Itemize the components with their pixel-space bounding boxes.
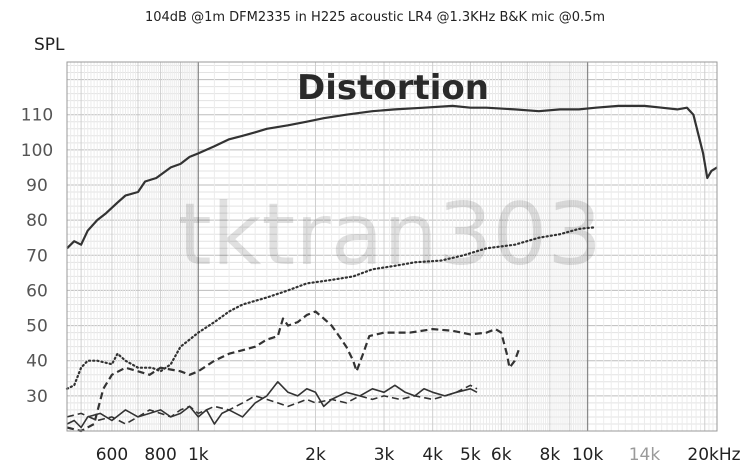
series-line-2	[65, 226, 597, 390]
series-line-1	[66, 104, 718, 250]
x-tick-label: 800	[144, 445, 176, 465]
x-tick-label: 3k	[374, 445, 395, 465]
y-tick-label: 70	[26, 246, 48, 266]
y-tick-label: 110	[21, 106, 53, 126]
y-tick-label: 60	[26, 281, 48, 301]
y-tick-label: 40	[26, 352, 48, 372]
series-line-5	[66, 384, 478, 425]
series-line-3	[66, 310, 521, 433]
y-tick-label: 90	[26, 176, 48, 196]
annotation-distortion: Distortion	[297, 68, 489, 108]
y-tick-label: 30	[26, 387, 48, 407]
grid	[67, 62, 717, 431]
series-line-4	[66, 381, 478, 429]
y-tick-labels: 30 40 50 60 70 80 90 100 110	[21, 106, 53, 407]
y-axis-label: SPL	[34, 35, 65, 55]
plot-frame	[66, 61, 718, 432]
x-tick-label: 5k	[460, 445, 481, 465]
x-tick-label: 600	[96, 445, 128, 465]
x-tick-label: 6k	[491, 445, 512, 465]
watermark: tktran303	[178, 185, 602, 285]
y-tick-label: 50	[26, 317, 48, 337]
x-tick-labels: 600 800 1k 2k 3k 4k 5k 6k 8k 10k 14k 20kHz	[96, 445, 741, 465]
x-tick-label: 2k	[305, 445, 326, 465]
x-tick-label: 4k	[422, 445, 443, 465]
series-layer	[65, 104, 718, 433]
x-tick-label: 8k	[540, 445, 561, 465]
y-tick-label: 80	[26, 211, 48, 231]
x-tick-label: 1k	[188, 445, 209, 465]
x-tick-label: 20kHz	[687, 445, 740, 465]
chart-title: 104dB @1m DFM2335 in H225 acoustic LR4 @…	[145, 10, 605, 25]
x-tick-label: 14k	[629, 445, 661, 465]
y-tick-label: 100	[21, 141, 53, 161]
x-tick-label: 10k	[572, 445, 604, 465]
